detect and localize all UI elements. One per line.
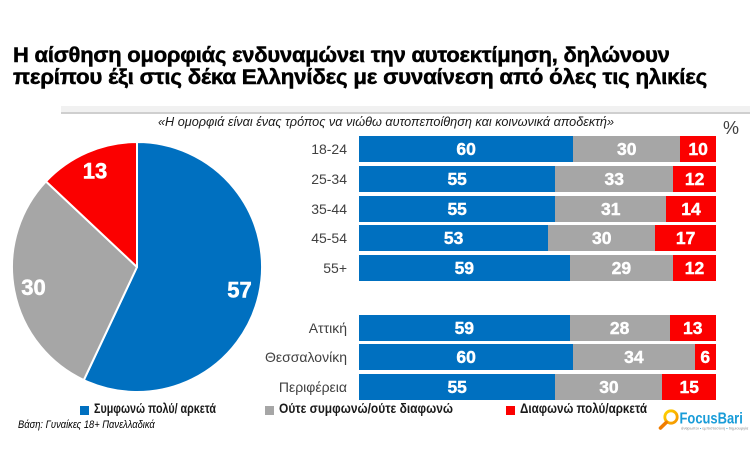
svg-text:FocusBari: FocusBari <box>680 410 743 428</box>
svg-text:57: 57 <box>227 278 251 303</box>
svg-text:13: 13 <box>82 159 106 184</box>
svg-text:άνθρωποι • εμπιστοσύνη • δημιο: άνθρωποι • εμπιστοσύνη • δημιουργία <box>681 426 749 431</box>
svg-text:30: 30 <box>21 275 45 300</box>
